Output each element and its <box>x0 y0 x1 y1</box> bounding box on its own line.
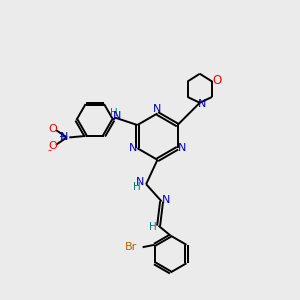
Text: +: + <box>58 132 66 142</box>
Text: O: O <box>49 124 57 134</box>
Text: N: N <box>153 104 162 114</box>
Text: Br: Br <box>125 242 137 252</box>
Text: O: O <box>212 74 221 86</box>
Text: N: N <box>135 177 144 187</box>
Text: N: N <box>198 99 206 109</box>
Text: H: H <box>149 222 157 232</box>
Text: N: N <box>129 143 137 153</box>
Text: N: N <box>162 195 170 205</box>
Text: -: - <box>47 145 51 154</box>
Text: N: N <box>60 132 68 142</box>
Text: N: N <box>178 143 186 153</box>
Text: N: N <box>113 111 122 121</box>
Text: O: O <box>49 141 57 151</box>
Text: H: H <box>133 182 140 192</box>
Text: H: H <box>110 108 118 118</box>
